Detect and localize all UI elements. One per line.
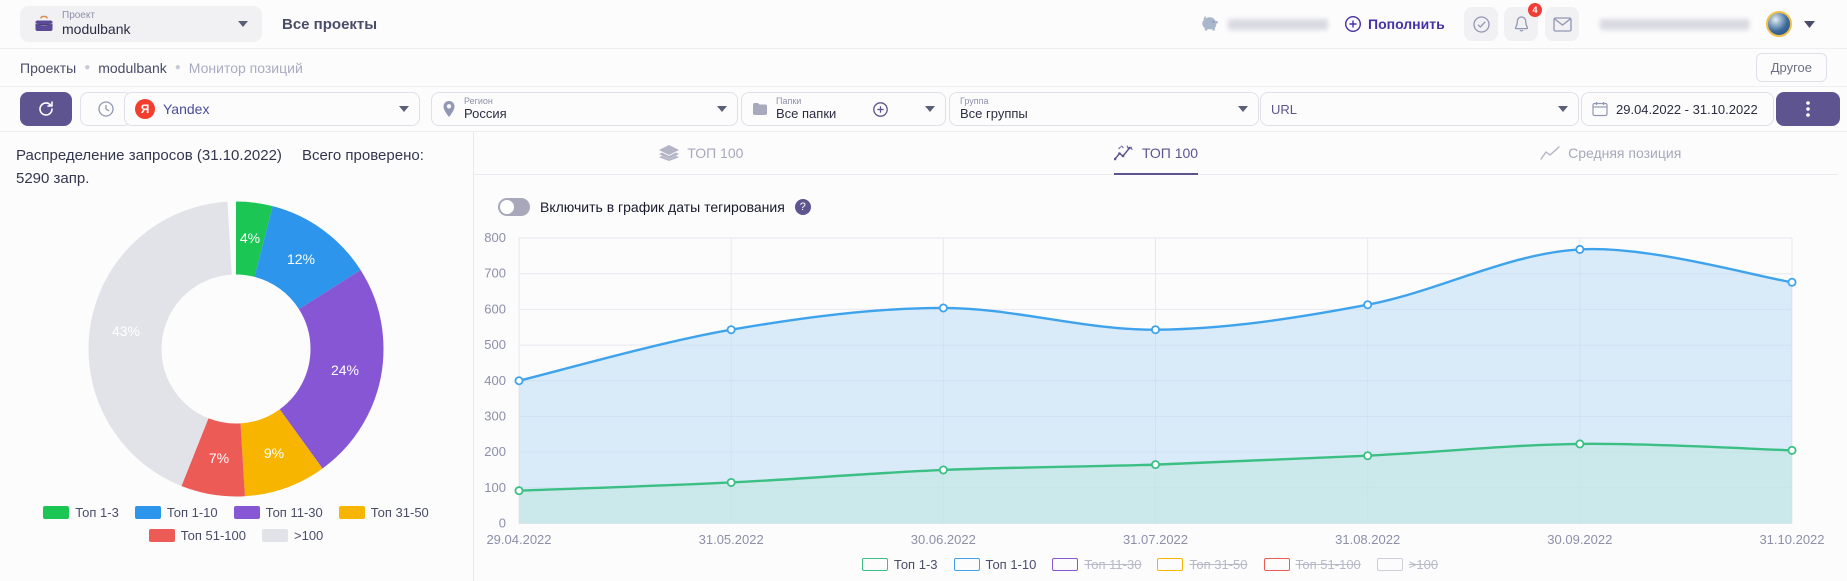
svg-text:500: 500 (484, 337, 506, 352)
svg-text:31.05.2022: 31.05.2022 (699, 532, 764, 547)
svg-text:0: 0 (499, 516, 506, 531)
svg-text:31.08.2022: 31.08.2022 (1335, 532, 1400, 547)
svg-text:400: 400 (484, 373, 506, 388)
svg-text:31.10.2022: 31.10.2022 (1759, 532, 1824, 547)
svg-text:30.06.2022: 30.06.2022 (911, 532, 976, 547)
svg-text:600: 600 (484, 301, 506, 316)
svg-text:700: 700 (484, 266, 506, 281)
svg-text:31.07.2022: 31.07.2022 (1123, 532, 1188, 547)
svg-text:30.09.2022: 30.09.2022 (1547, 532, 1612, 547)
svg-text:29.04.2022: 29.04.2022 (486, 532, 551, 547)
svg-text:200: 200 (484, 444, 506, 459)
svg-text:300: 300 (484, 408, 506, 423)
svg-text:800: 800 (484, 230, 506, 245)
svg-text:100: 100 (484, 480, 506, 495)
